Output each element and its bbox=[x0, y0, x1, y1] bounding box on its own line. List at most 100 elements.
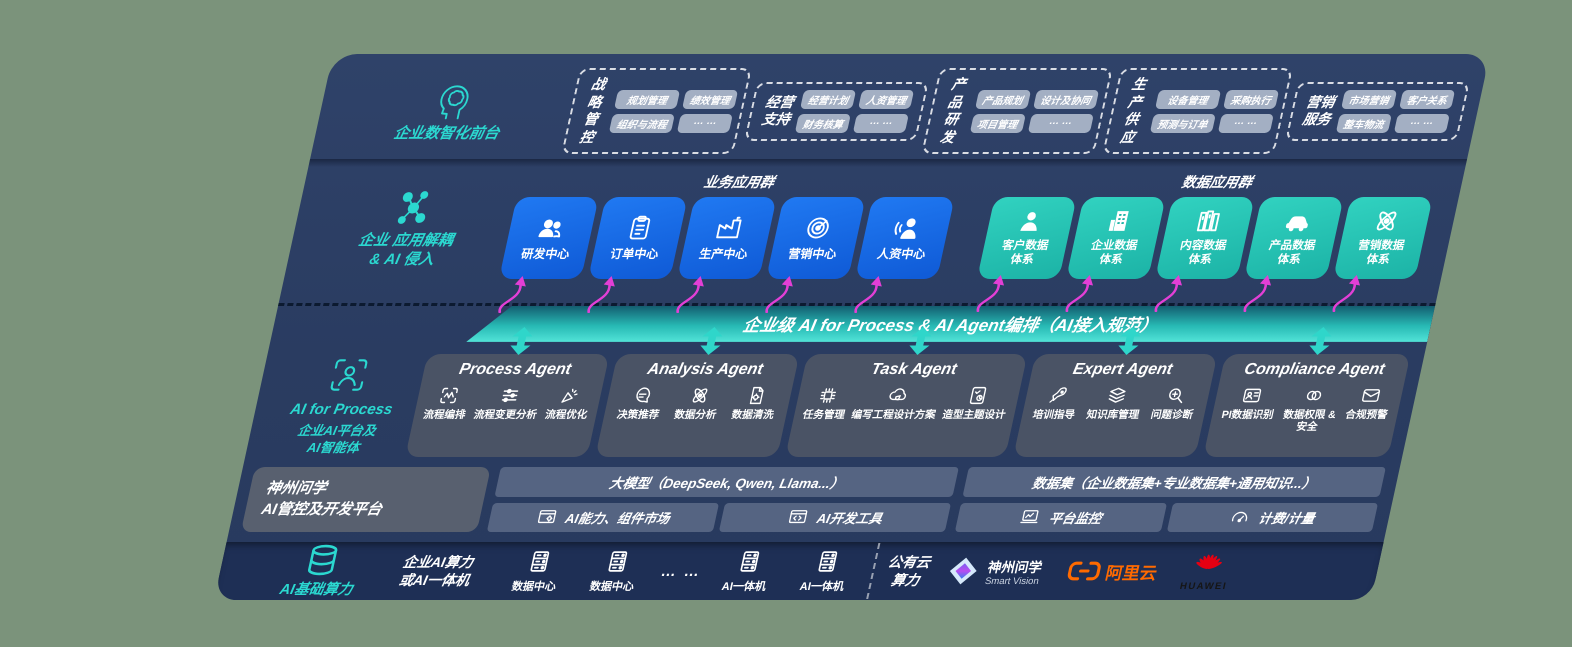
front-domain-title: 经营 支持 bbox=[760, 93, 796, 128]
agent-title: Process Agent bbox=[457, 360, 573, 378]
app-box-label: 内容数据 体系 bbox=[1178, 240, 1228, 267]
data-app-box: 客户数据 体系 bbox=[976, 196, 1077, 313]
infra-node-label: 数据中心 bbox=[588, 580, 636, 593]
capability-chip-list: 经营计划 人资管理 财务核算… … bbox=[795, 89, 915, 133]
aliyun-brackets-icon bbox=[1065, 560, 1104, 582]
connector-double-arrow bbox=[904, 326, 935, 360]
agent-capability: 数据清洗 bbox=[730, 385, 780, 421]
flow-arrow bbox=[1327, 272, 1369, 317]
platform-cell-label: AI能力、组件市场 bbox=[563, 510, 671, 526]
agent-capability: 任务管理 bbox=[801, 385, 851, 421]
capability-chip-list: 产品规划 设计及协同 项目管理… … bbox=[969, 89, 1099, 133]
agent-card: Expert Agent 培训指导 知识库管理 问题诊断 bbox=[1012, 326, 1218, 458]
front-domain-title: 生产 供应 bbox=[1118, 76, 1148, 145]
enterprise-front-row: 企业数智化前台 战略 管控 规划管理 绩效管理 组织与流程… … 经营 支持 经营计划 人资… bbox=[310, 54, 1490, 159]
business-app-box: 生产中心 bbox=[676, 196, 777, 314]
data-app-box: 产品数据 体系 bbox=[1243, 196, 1344, 313]
front-domain-group: 生产 供应 设备管理 采购执行 预测与订单… … bbox=[1101, 68, 1293, 155]
capability-chip: 采购执行 bbox=[1222, 89, 1280, 109]
window-gear-icon bbox=[534, 507, 558, 527]
person-scan-icon bbox=[323, 354, 374, 396]
id-card-icon bbox=[1239, 385, 1265, 406]
app-decoupling-label: 企业 应用解耦 & AI 侵入 bbox=[356, 231, 455, 269]
huawei-logo: HUAWEI bbox=[1179, 550, 1235, 592]
front-domain-groups: 战略 管控 规划管理 绩效管理 组织与流程… … 经营 支持 经营计划 人资管理 财务核算… … bbox=[561, 66, 1474, 157]
platform-cell: AI开发工具 bbox=[718, 502, 952, 533]
agent-capability-label: 流程变更分析 bbox=[472, 408, 539, 421]
app-box-label: 营销数据 体系 bbox=[1356, 240, 1406, 267]
capability-chip-list: 规划管理 绩效管理 组织与流程… … bbox=[609, 89, 739, 133]
business-app-box: 订单中心 bbox=[587, 196, 688, 314]
capability-chip: 预测与订单 bbox=[1149, 113, 1216, 133]
app-box-label: 人资中心 bbox=[875, 246, 927, 261]
layers-icon bbox=[1104, 385, 1130, 406]
agent-capability: 知识库管理 bbox=[1085, 385, 1145, 421]
enterprise-compute-label: 企业AI算力 或AI一体机 bbox=[397, 553, 476, 589]
agent-capability-label: 知识库管理 bbox=[1085, 408, 1141, 421]
platform-cell: 平台监控 bbox=[955, 502, 1167, 533]
agent-card: Task Agent 任务管理 编写工程设计方案 造型主题设计 bbox=[785, 326, 1028, 458]
target-icon bbox=[801, 214, 835, 242]
doc-gear-icon bbox=[744, 385, 770, 406]
agent-capability: 数据权限 & 安全 bbox=[1279, 385, 1342, 433]
ai-compute-label: AI基础算力 bbox=[278, 582, 355, 599]
business-app-box: 研发中心 bbox=[498, 196, 599, 314]
agent-capability: 决策推荐 bbox=[616, 385, 666, 421]
brain-head-icon bbox=[428, 80, 479, 122]
person-icon bbox=[1013, 207, 1047, 235]
smartvision-logo: 神州问学 Smart Vision bbox=[943, 554, 1045, 588]
ai-platform-label-block: AI for Process 企业AI平台及 AI智能体 bbox=[257, 354, 428, 457]
capability-chip: … … bbox=[677, 113, 734, 133]
capability-chip: … … bbox=[1393, 113, 1450, 133]
window-code-icon bbox=[786, 507, 810, 527]
flow-arrow bbox=[1149, 272, 1191, 317]
atom-icon bbox=[1369, 207, 1403, 235]
connector-double-arrow bbox=[695, 326, 726, 360]
flow-arrow bbox=[971, 272, 1013, 317]
agent-title: Task Agent bbox=[869, 360, 959, 378]
application-groups-row: 企业 应用解耦 & AI 侵入 业务应用群 研发中心 订单中心 生产中心 营销中心 人资… bbox=[282, 168, 1465, 314]
agent-capability: 问题诊断 bbox=[1150, 385, 1200, 421]
infra-nodes: 数据中心 数据中心 … … AI一体机 AI一体机 bbox=[493, 549, 869, 594]
front-domain-group: 战略 管控 规划管理 绩效管理 组织与流程… … bbox=[561, 68, 753, 155]
smartvision-logo-en: Smart Vision bbox=[983, 575, 1040, 587]
agents-row: AI for Process 企业AI平台及 AI智能体 Process Age… bbox=[245, 326, 1425, 458]
capability-chip: … … bbox=[1027, 113, 1094, 133]
enterprise-front-label-block: 企业数智化前台 bbox=[323, 66, 581, 157]
front-domain-group: 产品 研发 产品规划 设计及协同 项目管理… … bbox=[921, 68, 1113, 155]
capability-chip: 项目管理 bbox=[969, 113, 1026, 133]
platform-cell: 计费/计量 bbox=[1166, 502, 1379, 533]
platform-dataset-column: 数据集（企业数据集+专业数据集+通用知识...） 平台监控 计费/计量 bbox=[955, 467, 1386, 533]
public-cloud-label: 公有云 算力 bbox=[886, 553, 933, 589]
flow-arrow bbox=[1060, 272, 1102, 317]
agent-title: Compliance Agent bbox=[1242, 360, 1387, 378]
agent-capabilities: 流程编排 流程变更分析 流程优化 bbox=[419, 385, 597, 421]
agent-capability: 编写工程设计方案 bbox=[850, 385, 942, 421]
factory-icon bbox=[712, 214, 746, 242]
people-icon bbox=[534, 214, 568, 242]
server-icon bbox=[812, 549, 842, 574]
infra-node-label: … … bbox=[659, 562, 704, 580]
huawei-flower-icon bbox=[1189, 550, 1228, 580]
platform-cell-label: AI开发工具 bbox=[815, 510, 884, 526]
capability-chip: 设计及协同 bbox=[1032, 89, 1099, 109]
infra-node: AI一体机 bbox=[781, 549, 869, 594]
link-rings-icon bbox=[1301, 385, 1327, 406]
agent-capabilities: PI数据识别 数据权限 & 安全 合规预警 bbox=[1214, 385, 1398, 433]
agent-capability-label: 造型主题设计 bbox=[941, 408, 1007, 421]
flow-arrow bbox=[671, 273, 712, 316]
flow-arrow bbox=[582, 273, 623, 316]
agent-capability-label: 流程优化 bbox=[543, 408, 589, 421]
capability-chip: 规划管理 bbox=[614, 89, 681, 109]
agent-capability: PI数据识别 bbox=[1220, 385, 1280, 421]
platform-cell: AI能力、组件市场 bbox=[486, 502, 720, 533]
ai-platform-label: 企业AI平台及 AI智能体 bbox=[296, 423, 378, 456]
business-app-box: 人资中心 bbox=[854, 196, 955, 314]
infra-node: 数据中心 bbox=[493, 549, 581, 594]
infra-node: 数据中心 bbox=[571, 549, 659, 594]
front-domain-group: 经营 支持 经营计划 人资管理 财务核算… … bbox=[744, 81, 930, 141]
data-app-group: 数据应用群 客户数据 体系 企业数据 体系 内容数据 体系 产品数据 体系 营销数据 体… bbox=[975, 172, 1438, 313]
atom-icon bbox=[687, 385, 713, 406]
data-app-box: 营销数据 体系 bbox=[1332, 196, 1433, 313]
flow-arrow bbox=[760, 273, 801, 316]
